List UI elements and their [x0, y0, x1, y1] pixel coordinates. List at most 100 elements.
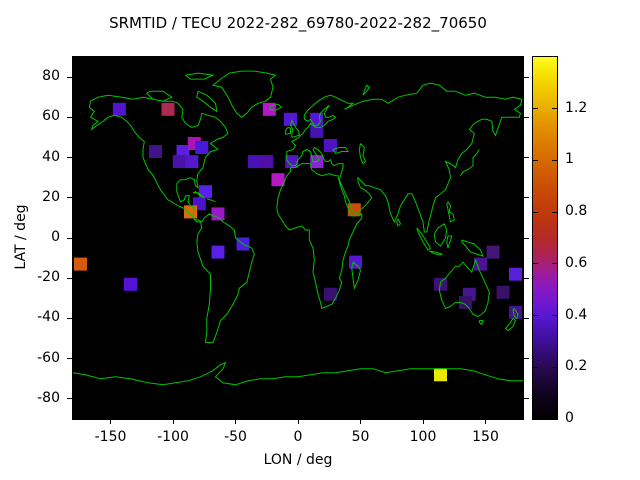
y-tick-mark [67, 197, 72, 199]
y-tick-label: 80 [42, 68, 60, 85]
x-tick-mark [422, 419, 424, 424]
y-tick-mark-right [524, 398, 529, 400]
colorbar-tick-mark-right [552, 315, 557, 317]
y-tick-mark-right [524, 358, 529, 360]
colorbar-tick-label: 0.6 [565, 254, 588, 271]
tecu-cell [285, 155, 299, 169]
colorbar-tick-mark-right [552, 263, 557, 265]
x-tick-label: -150 [94, 429, 127, 445]
y-tick-label: 60 [42, 108, 60, 125]
x-tick-mark [360, 419, 361, 424]
y-tick-label: 20 [42, 188, 60, 205]
x-tick-label: 100 [409, 429, 437, 445]
x-axis-label: LON / deg [263, 452, 333, 468]
tecu-cell [247, 155, 261, 169]
y-tick-label: 40 [42, 148, 60, 165]
colorbar-tick-mark [533, 108, 538, 110]
tecu-cell [260, 155, 274, 169]
tecu-cell [149, 145, 162, 158]
tecu-cell [324, 139, 337, 152]
colorbar-tick-label: 0.4 [565, 306, 588, 323]
chart-title: SRMTID / TECU 2022-282_69780-2022-282_70… [109, 14, 487, 32]
tecu-cell [509, 267, 522, 281]
tecu-cell [211, 245, 225, 259]
colorbar-tick-mark-right [552, 211, 557, 213]
x-tick-label: 50 [351, 429, 370, 445]
tecu-cell [271, 173, 285, 187]
tecu-cell [199, 185, 212, 199]
y-tick-mark [67, 76, 72, 78]
y-tick-mark [67, 237, 72, 239]
tecu-cell [172, 155, 186, 169]
tecu-cell [74, 257, 87, 271]
colorbar-tick-mark [533, 418, 538, 420]
y-tick-mark-right [524, 157, 529, 159]
tecu-cell [434, 368, 447, 382]
tecu-cell [486, 245, 500, 259]
tecu-cell [459, 295, 472, 309]
y-tick-mark-right [524, 116, 529, 118]
colorbar-tick-mark-right [552, 366, 557, 368]
x-tick-label: -100 [157, 429, 189, 445]
colorbar-tick-label: 0.8 [565, 203, 588, 220]
colorbar-tick-mark [533, 366, 538, 368]
tecu-cell [324, 287, 337, 301]
x-tick-mark [172, 419, 174, 424]
x-tick-label: -50 [224, 429, 247, 445]
y-tick-mark [67, 398, 72, 400]
y-tick-mark [67, 116, 72, 118]
tecu-cell [161, 102, 175, 116]
tecu-cell [211, 207, 225, 221]
tecu-cell [474, 257, 487, 271]
x-tick-label: 150 [472, 429, 499, 445]
coastline-path [73, 70, 523, 386]
x-tick-label: 0 [293, 429, 303, 445]
tecu-cell [349, 255, 362, 269]
colorbar-tick-mark-right [552, 418, 557, 420]
colorbar-tick-mark [533, 159, 538, 161]
colorbar-tick-label: 1 [565, 151, 574, 168]
colorbar-tick-mark-right [552, 108, 557, 110]
tecu-cell [112, 102, 126, 116]
colorbar-tick-label: 0.2 [565, 358, 588, 375]
x-tick-mark [110, 419, 111, 424]
tecu-cell [184, 205, 197, 219]
y-tick-mark [67, 157, 72, 159]
colorbar-tick-mark [533, 211, 538, 213]
map-plot-area [72, 56, 524, 420]
tecu-cell [310, 124, 324, 138]
tecu-cell [496, 285, 510, 299]
tecu-cell [176, 145, 190, 158]
y-tick-label: 0 [51, 229, 60, 245]
y-tick-label: -80 [37, 389, 60, 406]
colorbar-tick-label: 1.2 [565, 99, 588, 116]
tecu-cell [124, 277, 137, 291]
y-tick-mark [67, 358, 72, 360]
tecu-cell [310, 112, 324, 126]
y-tick-mark-right [524, 76, 529, 78]
x-tick-mark [235, 419, 236, 424]
tecu-cell [195, 141, 209, 154]
colorbar-gradient [532, 56, 558, 420]
world-map-svg [73, 70, 523, 386]
y-tick-mark-right [524, 237, 529, 239]
y-tick-label: -40 [37, 309, 60, 326]
y-tick-mark-right [524, 317, 529, 319]
colorbar-tick-label: 0 [565, 410, 574, 426]
y-tick-label: -60 [37, 349, 60, 366]
y-tick-mark-right [524, 277, 529, 279]
x-tick-mark [297, 419, 299, 424]
y-tick-mark [67, 277, 72, 279]
tecu-cell [284, 112, 297, 126]
colorbar-tick-mark [533, 263, 538, 265]
y-tick-mark-right [524, 197, 529, 199]
tecu-cell [185, 155, 199, 169]
colorbar-tick-mark [533, 315, 538, 317]
y-tick-mark [67, 317, 72, 319]
x-tick-mark [485, 419, 486, 424]
tecu-cell [509, 305, 522, 319]
colorbar-tick-mark-right [552, 159, 557, 161]
tecu-cell [262, 102, 276, 116]
y-tick-label: -20 [37, 269, 60, 286]
